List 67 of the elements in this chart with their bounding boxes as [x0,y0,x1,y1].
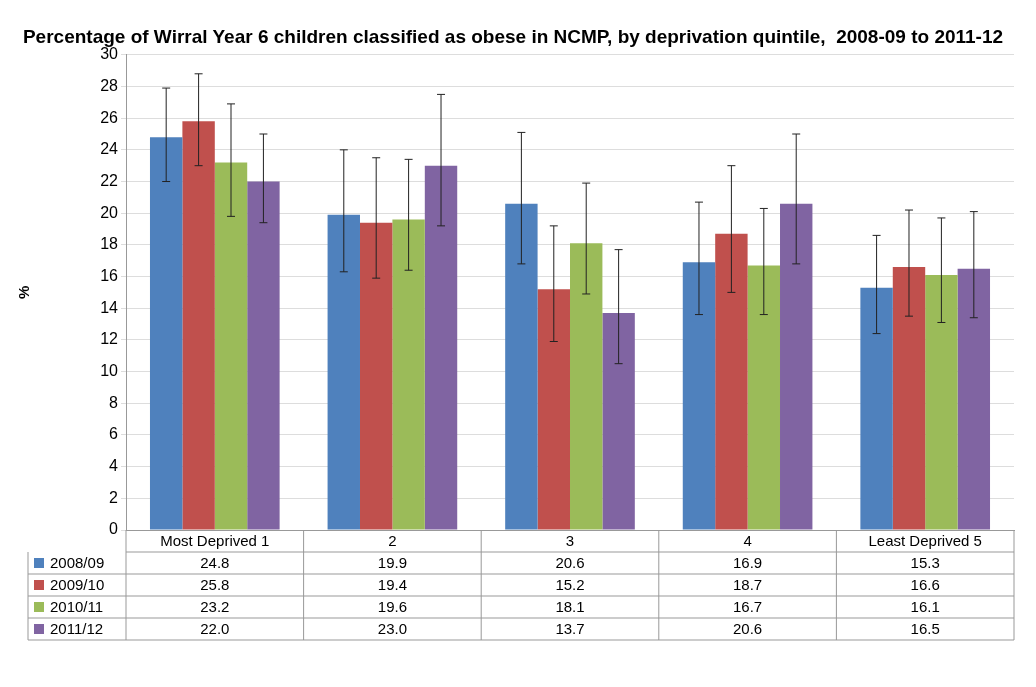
bar [424,165,458,530]
data-label: 19.4 [377,576,407,594]
data-label: 16.9 [733,554,763,572]
y-tick-label: 2 [109,488,119,506]
y-tick-label: 14 [100,298,119,316]
data-label: 15.3 [910,554,940,572]
y-tick-label: 24 [100,140,119,158]
y-axis-title: % [15,285,33,300]
data-label: 19.6 [377,598,407,616]
bar [214,162,248,530]
x-tick-label: 2 [388,532,397,550]
y-tick-label: 30 [100,45,119,63]
bar [747,265,781,530]
bar [149,137,183,530]
data-label: 25.8 [200,576,230,594]
data-label: 16.5 [910,620,940,638]
bar [327,214,360,530]
bar [570,243,603,530]
bar [682,262,716,530]
data-label: 16.7 [733,598,763,616]
y-tick-label: 22 [100,171,119,189]
x-tick-label: Most Deprived 1 [160,532,270,550]
bar [957,268,991,530]
legend-label: 2009/10 [50,576,105,594]
data-label: 23.2 [200,598,230,616]
bar [860,287,893,530]
data-label: 16.6 [910,576,940,594]
y-tick-label: 4 [109,457,119,475]
y-tick-label: 20 [100,203,119,221]
data-label: 13.7 [555,620,585,638]
bar [182,121,215,530]
bar [537,289,570,530]
y-tick-label: 10 [100,362,119,380]
y-tick-label: 18 [100,235,119,253]
bar [359,222,393,530]
bar [892,267,926,530]
legend-label: 2011/12 [50,620,104,638]
data-label: 15.2 [555,576,585,594]
x-tick-label: 4 [743,532,752,550]
y-tick-label: 12 [100,330,119,348]
y-tick-label: 0 [109,520,119,538]
y-tick-label: 6 [109,425,119,443]
data-label: 20.6 [733,620,763,638]
bar [505,203,538,530]
data-label: 23.0 [377,620,407,638]
chart-title: Percentage of Wirral Year 6 children classified as obese in NCMP, by deprivation quintile, 2008-09 to 2011-12 [22,25,1004,47]
x-tick-label: 3 [565,532,575,550]
y-tick-label: 28 [100,76,119,94]
data-label: 16.1 [910,598,940,616]
bar [715,233,748,530]
data-label: 18.7 [733,576,763,594]
data-label: 24.8 [200,554,230,572]
bar [392,219,425,530]
y-tick-label: 26 [100,108,119,126]
y-tick-label: 8 [109,393,119,411]
bar [780,203,813,530]
bar [247,181,280,530]
data-label: 22.0 [200,620,230,638]
data-label: 20.6 [555,554,585,572]
legend-label: 2008/09 [50,554,105,572]
data-label: 19.9 [377,554,407,572]
legend-label: 2010/11 [50,598,104,616]
bar [925,274,958,530]
data-label: 18.1 [555,598,585,616]
x-tick-label: Least Deprived 5 [868,532,982,550]
y-tick-label: 16 [100,266,119,284]
bar [602,312,635,530]
